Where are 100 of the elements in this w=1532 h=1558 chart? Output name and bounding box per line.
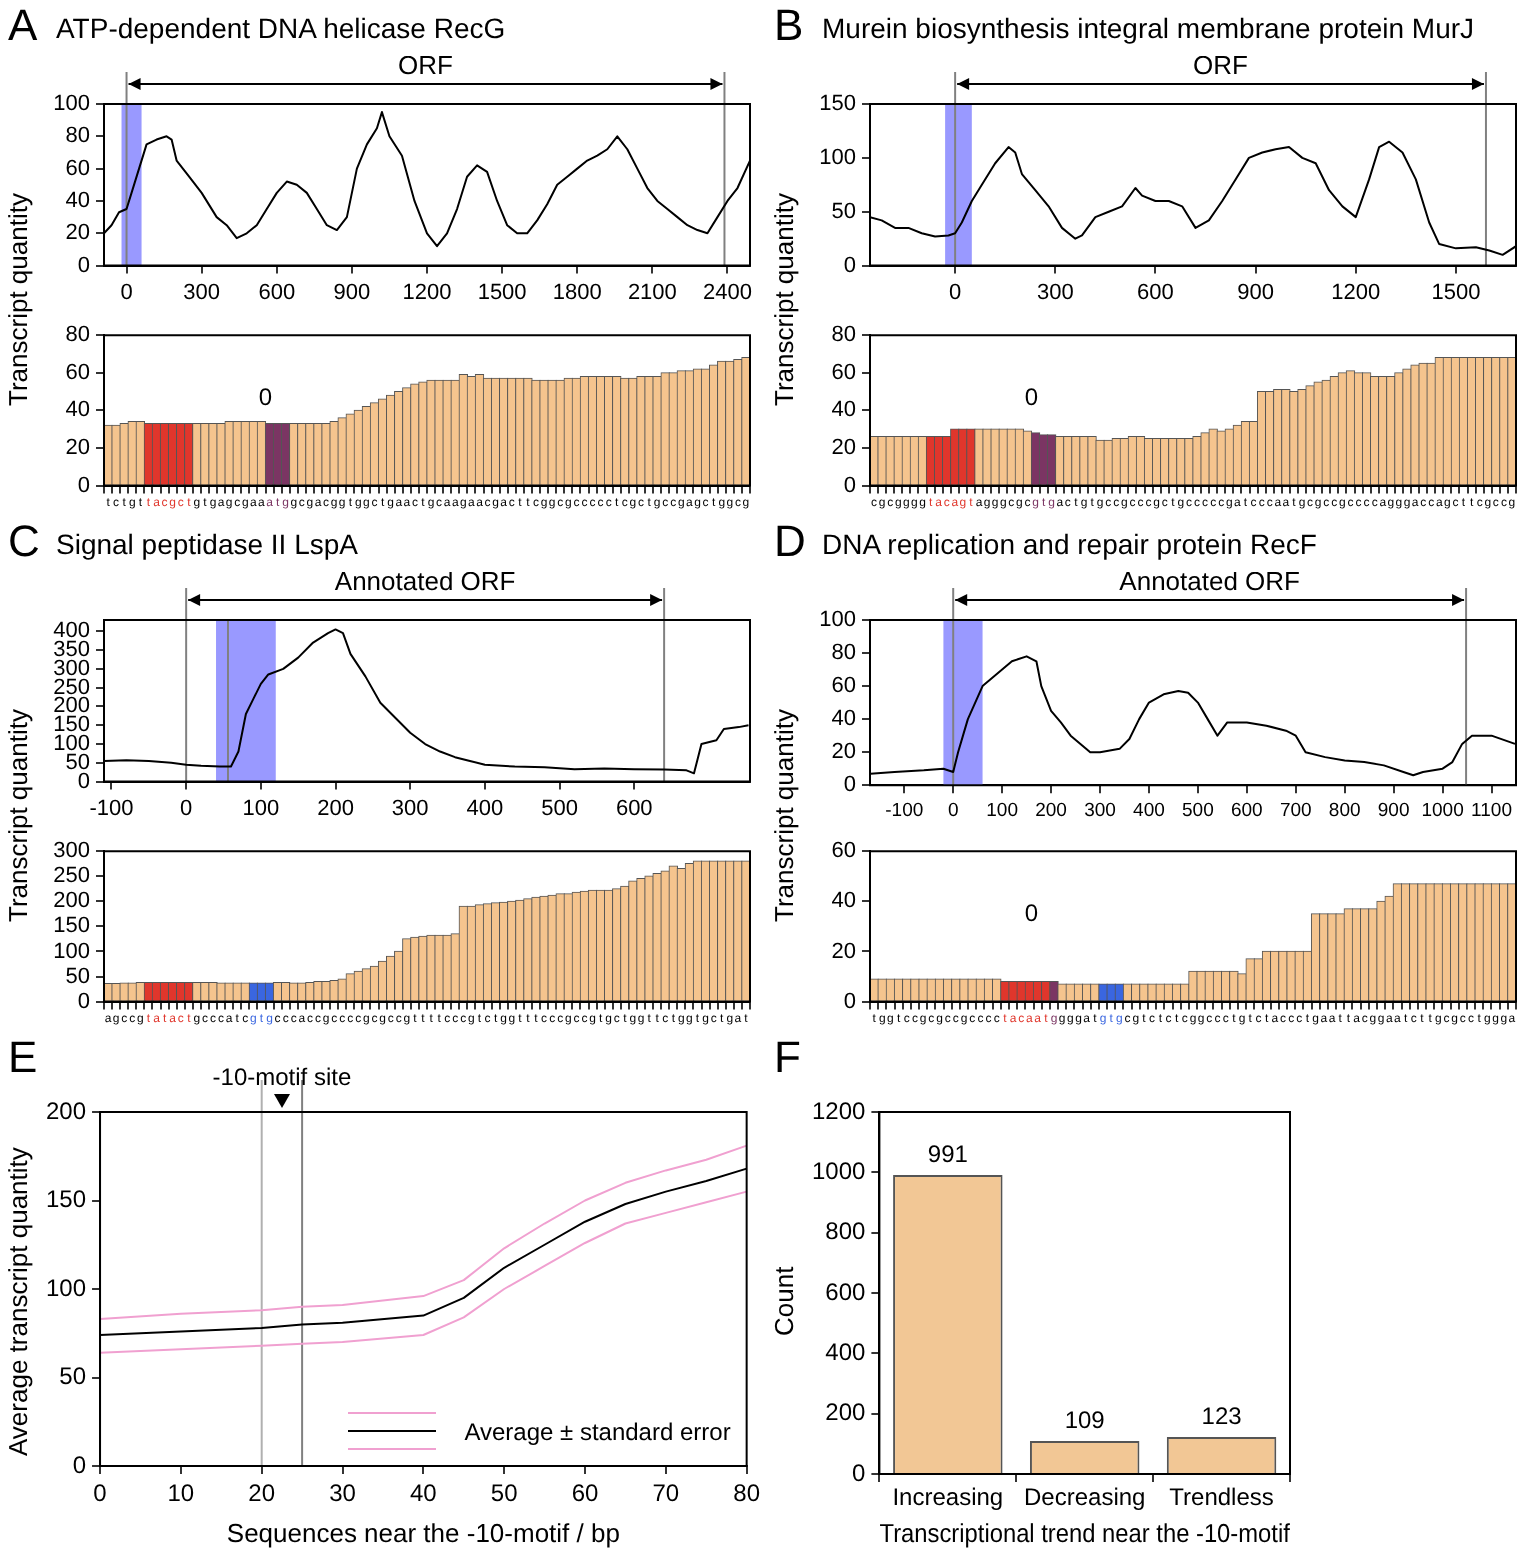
y-tick-label: 1200 [811, 1096, 867, 1125]
y-tick-label: 100 [819, 608, 856, 633]
x-tick-label: Trendless [1169, 1483, 1274, 1512]
x-tick-label: Decreasing [1023, 1483, 1146, 1512]
x-tick-label: 60 [571, 1479, 599, 1508]
x-tick-label: 1000 [1421, 799, 1464, 822]
y-tick-label: 0 [843, 773, 856, 798]
y-tick-label: 150 [45, 1185, 87, 1214]
y-tick-label: 20 [831, 740, 856, 765]
data-label: 109 [1064, 1405, 1106, 1434]
y-axis-title: Average transcript quantity [1, 1145, 35, 1461]
y-tick-label: 0 [843, 253, 856, 278]
x-tick-label: 500 [541, 796, 578, 821]
x-axis-title: Transcriptional trend near the -10-motif [879, 1518, 1291, 1548]
y-tick-label: 0 [77, 253, 90, 278]
x-tick-label: 30 [329, 1479, 357, 1508]
y-tick-label: 40 [831, 398, 856, 423]
x-tick-label: 70 [652, 1479, 680, 1508]
x-tick-label: 200 [1035, 799, 1067, 822]
y-tick-label: 20 [831, 436, 856, 461]
x-tick-label: 100 [986, 799, 1018, 822]
y-tick-label: 20 [831, 939, 856, 964]
y-axis-title: Transcript quantity [769, 709, 799, 923]
text: ORF [1193, 50, 1249, 81]
x-tick-label: Increasing [892, 1483, 1004, 1512]
y-tick-label: 150 [819, 92, 856, 117]
x-tick-label: 600 [615, 796, 653, 821]
y-axis-title: Transcript quantity [3, 193, 33, 407]
x-axis-title: Sequences near the -10-motif / bp [226, 1517, 620, 1548]
text: D [774, 516, 806, 568]
x-tick-label: 800 [1328, 799, 1361, 822]
x-tick-label: 600 [1230, 799, 1263, 822]
legend-label: Average ± standard error [464, 1417, 731, 1445]
x-tick-label: 2100 [627, 280, 677, 305]
x-tick-label: 900 [333, 280, 371, 305]
x-tick-label: 600 [1137, 280, 1174, 305]
y-tick-label: 400 [825, 1337, 867, 1366]
y-tick-label: 200 [53, 889, 90, 914]
x-tick-label: 0 [949, 280, 962, 305]
y-tick-label: 100 [53, 92, 90, 117]
y-tick-label: 60 [831, 674, 856, 699]
text: ORF [398, 50, 454, 81]
y-tick-label: 20 [65, 436, 90, 461]
x-tick-label: 50 [490, 1479, 519, 1508]
y-tick-label: 50 [831, 199, 856, 224]
text: Annotated ORF [334, 566, 516, 597]
x-tick-label: 500 [1182, 799, 1214, 822]
x-tick-label: 1500 [1431, 280, 1481, 305]
x-tick-label: 900 [1237, 280, 1274, 305]
y-tick-label: 300 [53, 656, 90, 681]
x-tick-label: -100 [885, 799, 924, 822]
y-tick-label: 300 [53, 839, 90, 864]
x-tick-label: 900 [1377, 799, 1410, 822]
x-tick-label: 300 [183, 280, 221, 305]
y-tick-label: 60 [65, 156, 90, 181]
y-axis-title: Count [767, 1264, 801, 1341]
y-tick-label: 0 [72, 1450, 87, 1479]
x-tick-label: 1800 [552, 280, 602, 305]
x-tick-label: 300 [1036, 280, 1074, 305]
x-tick-label: 300 [391, 796, 429, 821]
x-tick-label: 100 [242, 796, 280, 821]
y-tick-label: 0 [77, 769, 90, 794]
y-tick-label: 250 [53, 864, 90, 889]
x-tick-label: 400 [466, 796, 504, 821]
chart-title: Signal peptidase II LspA [56, 526, 358, 564]
y-tick-label: 0 [852, 1458, 867, 1487]
x-tick-label: 0 [120, 280, 133, 305]
x-tick-label: 400 [1133, 799, 1165, 822]
y-tick-label: 60 [831, 360, 856, 385]
annotation: 0 [1024, 382, 1039, 411]
y-tick-label: 200 [825, 1398, 867, 1427]
y-tick-label: 60 [65, 360, 90, 385]
data-label: 991 [927, 1139, 969, 1168]
y-tick-label: 50 [59, 1362, 87, 1391]
x-tick-label: 1200 [402, 280, 452, 305]
y-tick-label: 80 [831, 641, 856, 666]
text: C [8, 516, 40, 568]
x-tick-label: 1100 [1471, 799, 1512, 822]
y-tick-label: 800 [825, 1217, 867, 1246]
y-tick-label: 100 [819, 145, 856, 170]
y-tick-label: 200 [45, 1096, 87, 1125]
x-tick-label: 20 [248, 1479, 276, 1508]
text: -10-motif site [212, 1062, 352, 1091]
y-tick-label: 100 [45, 1273, 87, 1302]
x-tick-label: 10 [167, 1479, 195, 1508]
x-tick-label: -100 [89, 796, 134, 821]
y-tick-label: 40 [831, 889, 856, 914]
x-tick-label: 0 [947, 799, 959, 822]
y-tick-label: 80 [65, 124, 90, 149]
x-tick-label: 1500 [477, 280, 527, 305]
chart-title: DNA replication and repair protein RecF [822, 526, 1317, 564]
annotation: 0 [258, 382, 273, 411]
annotation: 0 [1024, 898, 1039, 927]
x-tick-label: 300 [1084, 799, 1116, 822]
y-tick-label: 20 [65, 221, 90, 246]
y-tick-label: 150 [53, 914, 90, 939]
y-tick-label: 100 [53, 939, 90, 964]
x-tick-label: 200 [317, 796, 354, 821]
y-tick-label: 50 [65, 750, 90, 775]
y-tick-label: 80 [65, 323, 90, 348]
